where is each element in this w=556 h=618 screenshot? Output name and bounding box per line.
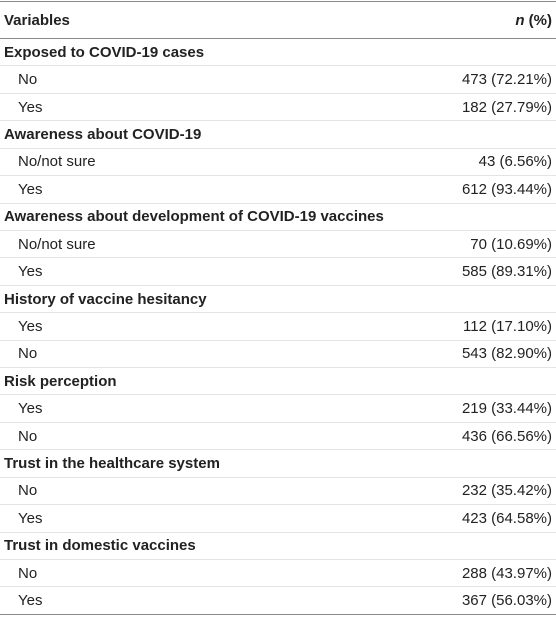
group-row: Awareness about COVID-19 [0, 121, 556, 149]
row-value: 232 (35.42%) [461, 482, 552, 500]
group-row: History of vaccine hesitancy [0, 286, 556, 314]
group-title: History of vaccine hesitancy [4, 290, 207, 308]
table-row: No 232 (35.42%) [0, 478, 556, 506]
table-row: Yes 612 (93.44%) [0, 176, 556, 204]
group-row: Trust in domestic vaccines [0, 533, 556, 561]
row-value: 367 (56.03%) [461, 592, 552, 610]
table-row: Yes 182 (27.79%) [0, 94, 556, 122]
row-label: Yes [18, 592, 43, 610]
group-row: Trust in the healthcare system [0, 450, 556, 478]
row-value: 543 (82.90%) [461, 345, 552, 363]
row-label: Yes [18, 317, 43, 335]
row-value: 436 (66.56%) [461, 427, 552, 445]
row-value: 423 (64.58%) [461, 509, 552, 527]
row-label: No [18, 71, 38, 89]
row-value: 70 (10.69%) [470, 235, 552, 253]
top-rule [0, 1, 556, 2]
table-header: Variables n (%) [0, 2, 556, 38]
group-title: Awareness about development of COVID-19 … [4, 208, 384, 226]
table-row: No 436 (66.56%) [0, 423, 556, 451]
row-value: 219 (33.44%) [461, 400, 552, 418]
header-n-percent: n (%) [515, 12, 556, 29]
table-row: No/not sure 70 (10.69%) [0, 231, 556, 259]
table-row: Yes 423 (64.58%) [0, 505, 556, 533]
row-value: 112 (17.10%) [463, 317, 552, 335]
row-label: Yes [18, 400, 43, 418]
table-row: No/not sure 43 (6.56%) [0, 149, 556, 177]
group-row: Risk perception [0, 368, 556, 396]
table-row: No 543 (82.90%) [0, 341, 556, 369]
row-label: No/not sure [18, 235, 96, 253]
table-row: Yes 585 (89.31%) [0, 258, 556, 286]
row-value: 182 (27.79%) [461, 98, 552, 116]
row-value: 288 (43.97%) [461, 564, 552, 582]
row-label: No/not sure [18, 153, 96, 171]
row-value: 585 (89.31%) [461, 263, 552, 281]
header-variables: Variables [4, 11, 70, 29]
group-row: Awareness about development of COVID-19 … [0, 204, 556, 231]
row-value: 612 (93.44%) [461, 180, 552, 198]
group-title: Awareness about COVID-19 [4, 125, 202, 143]
row-label: No [18, 482, 38, 500]
row-label: Yes [18, 180, 43, 198]
table-row: No 473 (72.21%) [0, 66, 556, 94]
table-row: Yes 367 (56.03%) [0, 587, 556, 613]
row-label: No [18, 564, 38, 582]
row-label: Yes [18, 509, 43, 527]
table-row: Yes 219 (33.44%) [0, 395, 556, 423]
header-n-suffix: (%) [524, 11, 552, 29]
group-row: Exposed to COVID-19 cases [0, 39, 556, 67]
header-n-symbol: n [515, 11, 525, 29]
row-label: Yes [18, 98, 43, 116]
row-value: 43 (6.56%) [478, 153, 552, 171]
group-title: Risk perception [4, 372, 117, 390]
row-label: No [18, 345, 38, 363]
row-label: No [18, 427, 38, 445]
row-label: Yes [18, 263, 43, 281]
table-body: Exposed to COVID-19 cases No 473 (72.21%)… [0, 39, 556, 614]
table-row: No 288 (43.97%) [0, 560, 556, 588]
bottom-rule [0, 614, 556, 615]
group-title: Trust in the healthcare system [4, 455, 220, 473]
table-row: Yes 112 (17.10%) [0, 313, 556, 341]
header-rule [0, 38, 556, 39]
row-value: 473 (72.21%) [461, 71, 552, 89]
group-title: Trust in domestic vaccines [4, 537, 196, 555]
group-title: Exposed to COVID-19 cases [4, 43, 205, 61]
